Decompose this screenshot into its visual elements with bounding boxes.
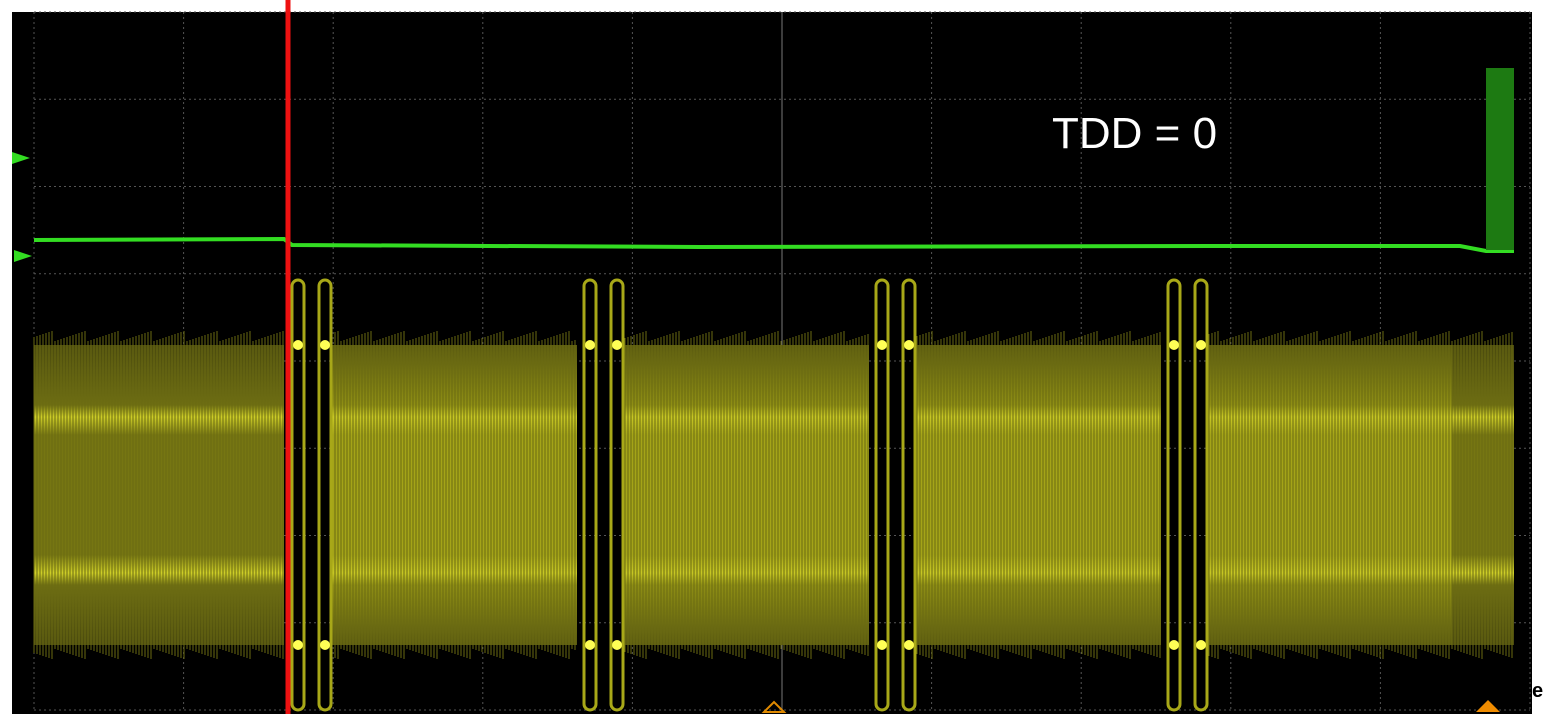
preamble-dot [612,640,622,650]
preamble-dot [877,340,887,350]
preamble-dot [904,640,914,650]
preamble-dot [877,640,887,650]
scope-screen: TDD = 0 e [0,0,1548,714]
preamble-dot [585,340,595,350]
preamble-dot [1196,640,1206,650]
corner-label: e [1532,680,1543,702]
preamble-dot [320,640,330,650]
green-pulse [1486,68,1514,250]
preamble-dot [585,640,595,650]
preamble-dot [904,340,914,350]
page: TDD = 0 e (() => { const data = JSON.par… [0,0,1548,714]
preamble-dot [320,340,330,350]
preamble-dot [1196,340,1206,350]
preamble-dot [1169,640,1179,650]
preamble-dot [293,640,303,650]
preamble-dot [293,340,303,350]
preamble-dot [612,340,622,350]
annotation: TDD = 0 [1052,109,1217,158]
preamble-dot [1169,340,1179,350]
